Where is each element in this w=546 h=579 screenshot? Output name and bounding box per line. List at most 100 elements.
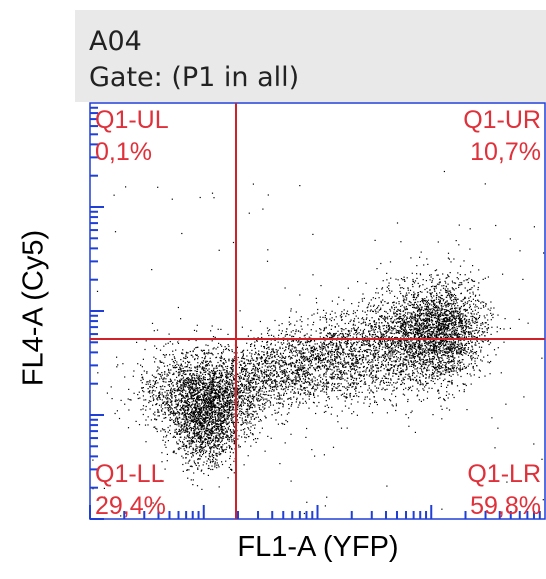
event-point — [381, 337, 383, 339]
event-point — [307, 324, 309, 326]
event-point — [204, 442, 206, 444]
event-point — [278, 362, 280, 364]
event-point — [399, 359, 401, 361]
event-point — [180, 408, 182, 410]
event-point — [439, 346, 442, 348]
event-point — [465, 279, 467, 281]
event-point — [206, 397, 208, 399]
event-point — [354, 388, 356, 390]
event-point — [321, 351, 323, 353]
event-point — [391, 332, 393, 334]
event-point — [263, 369, 266, 371]
event-point — [211, 381, 213, 384]
event-point — [224, 419, 226, 421]
event-point — [353, 349, 356, 351]
event-point — [377, 354, 379, 356]
event-point — [206, 417, 208, 419]
event-point — [175, 452, 177, 455]
event-point — [186, 446, 188, 448]
event-point — [260, 409, 262, 411]
event-point — [155, 376, 157, 378]
event-point — [184, 385, 186, 387]
event-point — [257, 416, 259, 418]
event-point — [231, 393, 233, 395]
event-point — [285, 331, 287, 333]
event-point — [293, 371, 295, 373]
event-point — [233, 432, 235, 434]
event-point — [205, 360, 207, 362]
event-point — [233, 403, 235, 405]
event-point — [209, 433, 212, 435]
event-point — [220, 413, 222, 416]
event-point — [183, 416, 185, 418]
event-point — [232, 361, 234, 363]
event-point — [388, 329, 390, 331]
event-point — [391, 364, 393, 366]
event-point — [216, 425, 218, 427]
event-point — [183, 371, 185, 373]
event-point — [185, 418, 188, 420]
event-point — [308, 373, 310, 375]
event-point — [155, 387, 158, 389]
event-point — [173, 435, 175, 438]
event-point — [180, 401, 182, 404]
event-point — [214, 371, 216, 373]
event-point — [182, 463, 184, 466]
event-point — [301, 375, 303, 377]
event-point — [202, 382, 205, 384]
event-point — [463, 325, 465, 327]
event-point — [241, 419, 243, 421]
event-point — [377, 387, 380, 389]
event-point — [193, 381, 195, 383]
event-point — [192, 413, 194, 415]
event-point — [212, 388, 214, 390]
event-point — [164, 407, 166, 409]
event-point — [203, 452, 205, 454]
event-point — [203, 402, 205, 404]
event-point — [256, 386, 258, 388]
event-point — [363, 402, 365, 404]
event-point — [282, 423, 284, 425]
event-point — [209, 379, 211, 381]
event-point — [224, 387, 226, 389]
event-point — [204, 428, 206, 430]
event-point — [214, 407, 216, 409]
event-point — [212, 416, 214, 418]
event-point — [206, 389, 208, 391]
event-point — [230, 387, 232, 389]
event-point — [340, 361, 342, 363]
event-point — [170, 411, 172, 413]
event-point — [213, 436, 215, 438]
event-point — [254, 396, 256, 398]
event-point — [208, 368, 210, 370]
event-point — [177, 410, 179, 413]
event-point — [195, 411, 197, 414]
event-point — [340, 346, 342, 348]
event-point — [232, 370, 234, 372]
event-point — [219, 454, 221, 456]
event-point — [182, 388, 185, 390]
event-point — [232, 384, 234, 386]
event-point — [120, 399, 122, 401]
event-point — [221, 380, 223, 382]
event-point — [362, 342, 364, 344]
event-point — [262, 385, 264, 387]
event-point — [199, 423, 201, 425]
event-point — [193, 432, 195, 434]
event-point — [189, 382, 192, 384]
event-point — [211, 408, 213, 410]
event-point — [223, 408, 226, 411]
event-point — [323, 330, 325, 332]
event-point — [333, 370, 335, 372]
event-point — [206, 435, 208, 437]
event-point — [205, 456, 207, 458]
event-point — [196, 393, 198, 395]
event-point — [204, 422, 206, 424]
event-point — [205, 416, 207, 418]
event-point — [253, 364, 255, 366]
event-point — [183, 383, 185, 385]
event-point — [391, 306, 393, 308]
event-point — [215, 429, 217, 431]
event-point — [197, 399, 199, 401]
event-point — [348, 330, 350, 332]
